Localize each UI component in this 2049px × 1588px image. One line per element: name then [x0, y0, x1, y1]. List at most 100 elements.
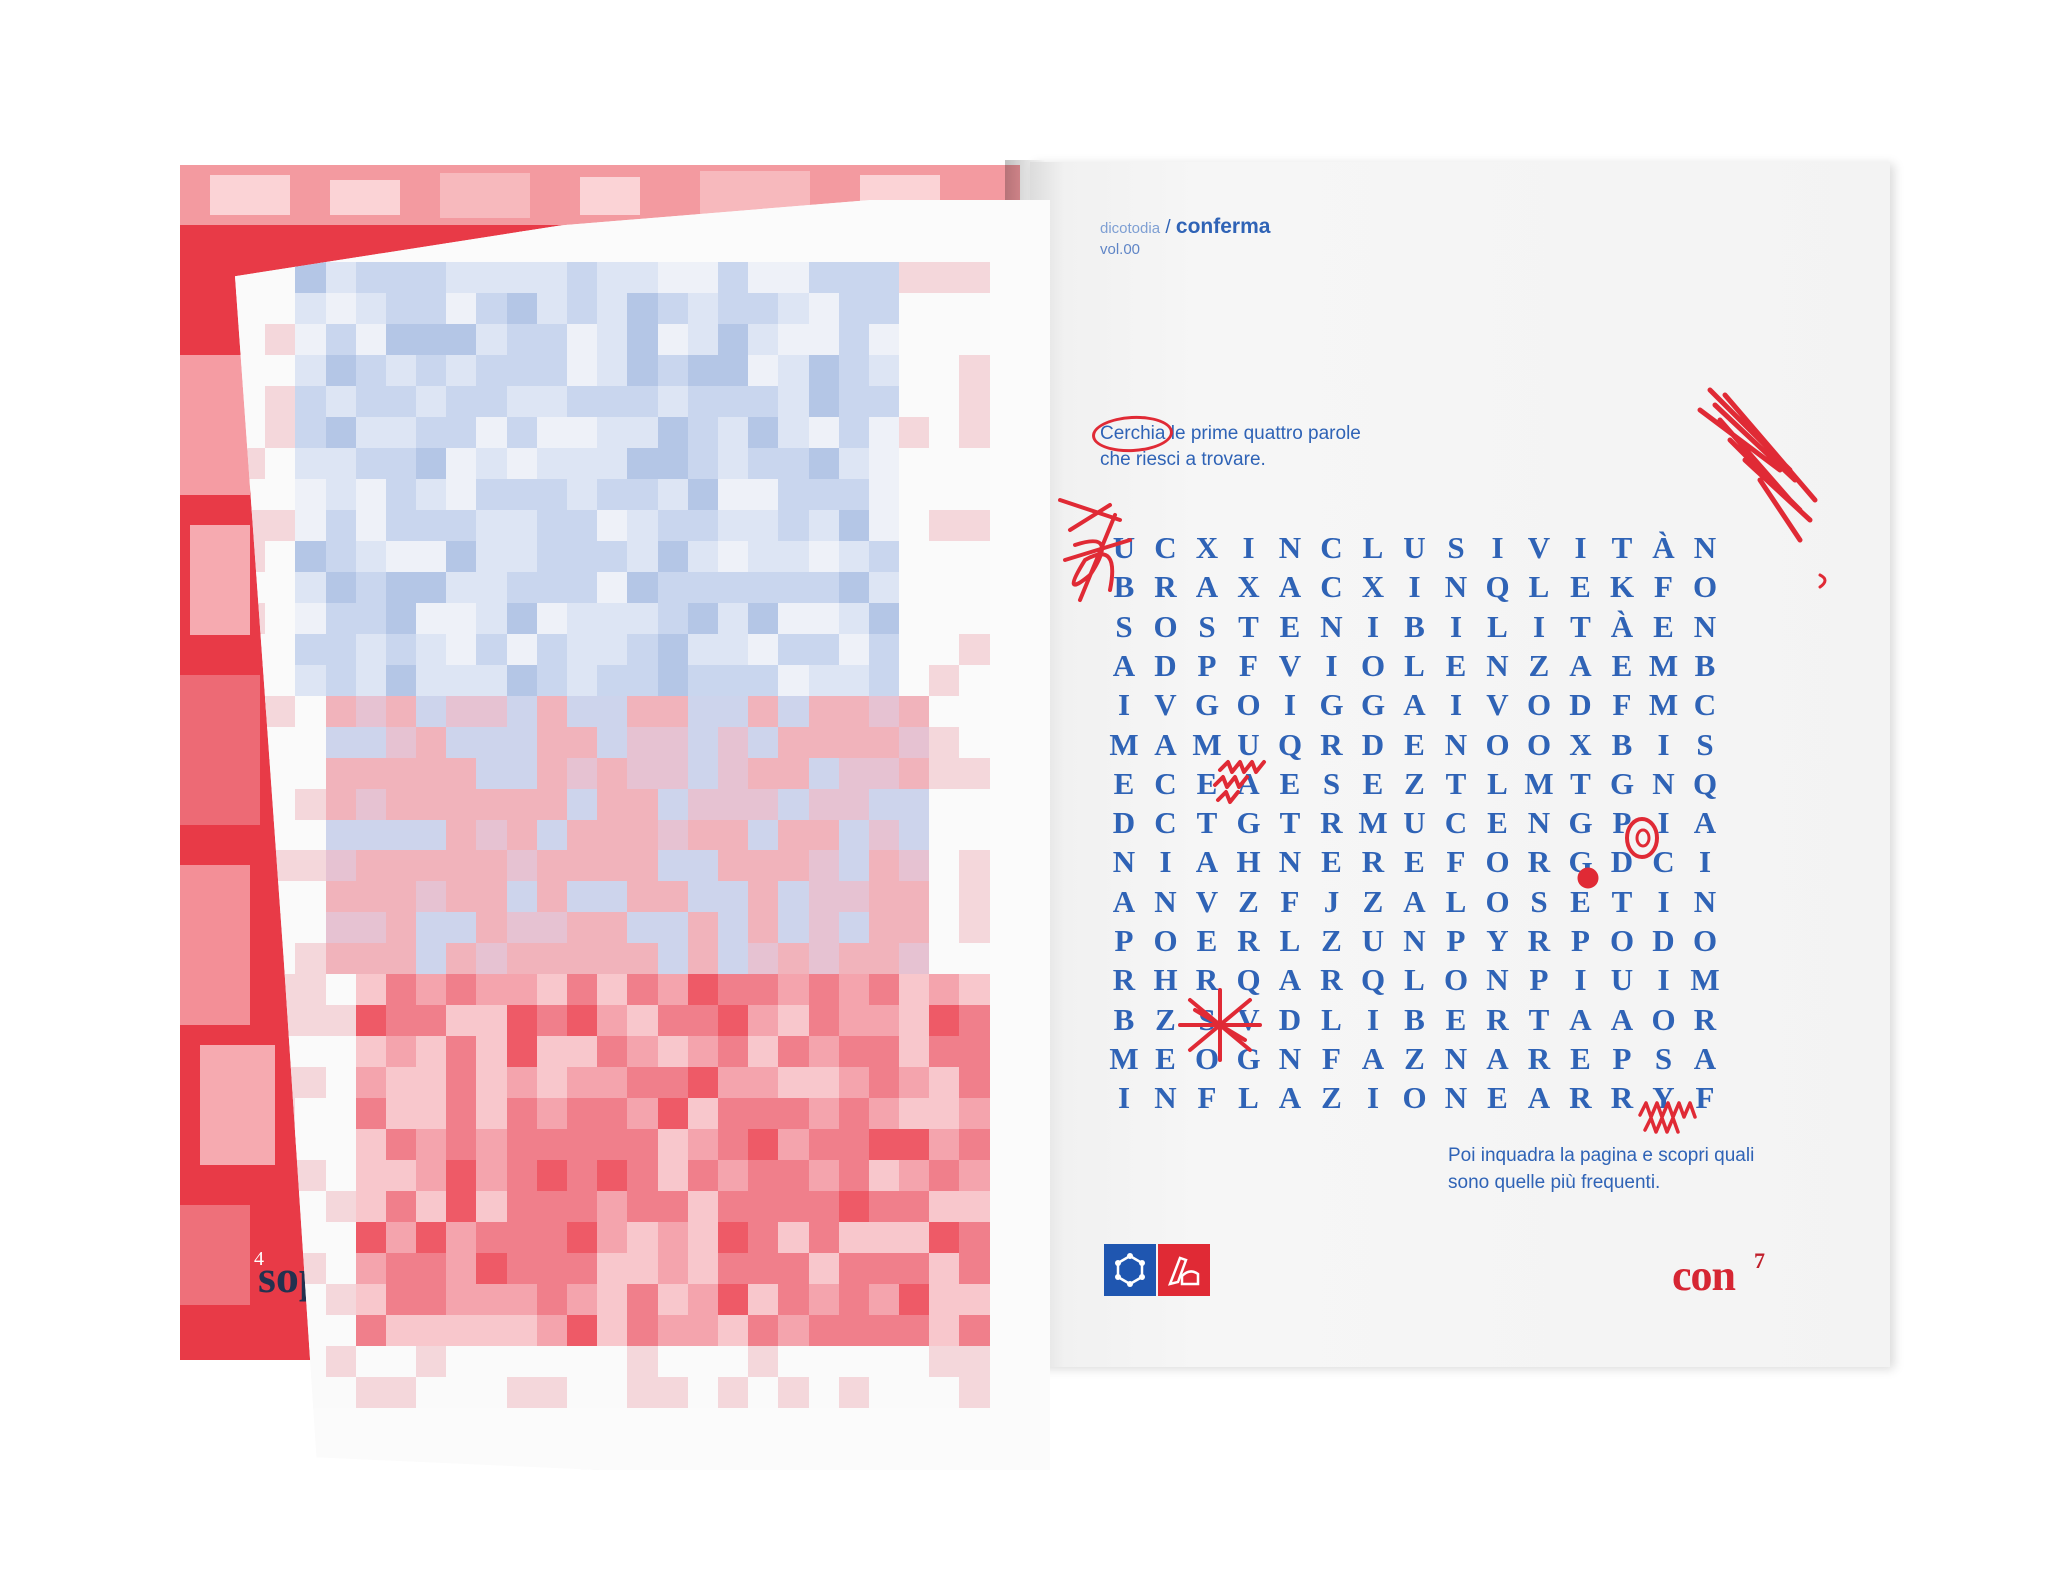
- word-search-letter[interactable]: S: [1198, 608, 1216, 644]
- word-search-letter[interactable]: A: [1195, 844, 1219, 880]
- word-search-letter[interactable]: F: [1446, 844, 1466, 880]
- word-search-letter[interactable]: N: [1278, 530, 1302, 565]
- word-search-letter[interactable]: F: [1280, 883, 1300, 919]
- word-search-letter[interactable]: I: [1283, 687, 1297, 723]
- word-search-letter[interactable]: C: [1154, 805, 1177, 841]
- word-search-letter[interactable]: M: [1109, 726, 1139, 762]
- word-search-letter[interactable]: B: [1404, 1001, 1425, 1037]
- word-search-letter[interactable]: I: [1532, 608, 1546, 644]
- word-search-letter[interactable]: I: [1366, 1080, 1380, 1116]
- word-search-letter[interactable]: A: [1112, 883, 1136, 919]
- word-search-letter[interactable]: L: [1321, 1001, 1342, 1037]
- word-search-letter[interactable]: O: [1692, 923, 1718, 958]
- word-search-letter[interactable]: O: [1485, 883, 1510, 919]
- word-search-letter[interactable]: N: [1154, 1080, 1177, 1116]
- word-search-letter[interactable]: D: [1652, 923, 1675, 958]
- word-search-letter[interactable]: N: [1444, 1080, 1468, 1116]
- word-search-letter[interactable]: A: [1693, 1040, 1717, 1076]
- word-search-letter[interactable]: T: [1570, 765, 1591, 801]
- word-search-letter[interactable]: A: [1569, 1001, 1592, 1037]
- word-search-letter[interactable]: T: [1611, 883, 1633, 919]
- word-search-letter[interactable]: O: [1153, 923, 1178, 958]
- word-search-letter[interactable]: O: [1651, 1001, 1676, 1037]
- word-search-letter[interactable]: R: [1112, 962, 1136, 998]
- word-search-letter[interactable]: G: [1236, 805, 1261, 841]
- word-search-letter[interactable]: R: [1361, 844, 1385, 880]
- word-search-letter[interactable]: C: [1320, 530, 1343, 565]
- word-search-letter[interactable]: E: [1653, 608, 1674, 644]
- word-search-letter[interactable]: O: [1485, 726, 1510, 762]
- word-search-letter[interactable]: L: [1528, 569, 1550, 605]
- word-search-letter[interactable]: O: [1609, 923, 1635, 958]
- word-search-letter[interactable]: Z: [1155, 1001, 1176, 1037]
- word-search-letter[interactable]: R: [1486, 1001, 1509, 1037]
- word-search-letter[interactable]: F: [1654, 569, 1673, 605]
- word-search-letter[interactable]: R: [1527, 923, 1551, 958]
- word-search-letter[interactable]: R: [1320, 805, 1343, 841]
- word-search-letter[interactable]: P: [1571, 923, 1590, 958]
- word-search-letter[interactable]: H: [1236, 844, 1261, 880]
- word-search-letter[interactable]: O: [1153, 608, 1178, 644]
- word-search-letter[interactable]: V: [1278, 647, 1302, 683]
- word-search-letter[interactable]: N: [1486, 647, 1509, 683]
- word-search-letter[interactable]: A: [1195, 569, 1219, 605]
- word-search-letter[interactable]: A: [1237, 765, 1260, 801]
- word-search-letter[interactable]: A: [1569, 647, 1592, 683]
- word-search-letter[interactable]: K: [1609, 569, 1635, 605]
- word-search-letter[interactable]: Q: [1236, 962, 1261, 998]
- word-search-letter[interactable]: T: [1611, 530, 1633, 565]
- word-search-letter[interactable]: C: [1652, 844, 1675, 880]
- word-search-letter[interactable]: O: [1443, 962, 1469, 998]
- word-search-letter[interactable]: E: [1279, 608, 1301, 644]
- word-search-letter[interactable]: L: [1362, 530, 1384, 565]
- word-search-letter[interactable]: V: [1237, 1001, 1260, 1037]
- word-search-letter[interactable]: Q: [1485, 569, 1510, 605]
- word-search-letter[interactable]: A: [1361, 1040, 1385, 1076]
- word-search-letter[interactable]: T: [1570, 608, 1591, 644]
- word-search-letter[interactable]: N: [1693, 608, 1717, 644]
- word-search-letter[interactable]: I: [1657, 883, 1670, 919]
- word-search-letter[interactable]: D: [1569, 687, 1592, 723]
- word-search-letter[interactable]: D: [1112, 805, 1136, 841]
- word-search-letter[interactable]: I: [1449, 608, 1463, 644]
- word-search-letter[interactable]: S: [1198, 1001, 1216, 1037]
- word-search-letter[interactable]: O: [1236, 687, 1261, 723]
- word-search-letter[interactable]: R: [1237, 923, 1260, 958]
- word-search-letter[interactable]: S: [1115, 608, 1133, 644]
- word-search-letter[interactable]: T: [1445, 765, 1467, 801]
- word-search-letter[interactable]: P: [1197, 647, 1217, 683]
- word-search-letter[interactable]: G: [1194, 687, 1220, 723]
- word-search-letter[interactable]: E: [1279, 765, 1301, 801]
- word-search-letter[interactable]: A: [1403, 687, 1426, 723]
- word-search-letter[interactable]: I: [1366, 608, 1380, 644]
- word-search-letter[interactable]: U: [1237, 726, 1260, 762]
- word-search-letter[interactable]: I: [1117, 687, 1131, 723]
- word-search-letter[interactable]: P: [1612, 1040, 1632, 1076]
- word-search-letter[interactable]: I: [1366, 1001, 1380, 1037]
- word-search-letter[interactable]: T: [1238, 608, 1259, 644]
- word-search-letter[interactable]: L: [1487, 608, 1508, 644]
- word-search-letter[interactable]: T: [1279, 805, 1301, 841]
- word-search-letter[interactable]: V: [1527, 530, 1551, 565]
- word-search-letter[interactable]: U: [1361, 923, 1385, 958]
- word-search-letter[interactable]: N: [1444, 569, 1468, 605]
- word-search-letter[interactable]: A: [1278, 1080, 1302, 1116]
- word-search-letter[interactable]: N: [1278, 844, 1302, 880]
- word-search-letter[interactable]: E: [1611, 647, 1633, 683]
- word-search-letter[interactable]: E: [1196, 923, 1218, 958]
- word-search-letter[interactable]: Z: [1321, 923, 1342, 958]
- word-search-letter[interactable]: Z: [1404, 1040, 1425, 1076]
- word-search-letter[interactable]: B: [1113, 1001, 1135, 1037]
- word-search-letter[interactable]: A: [1112, 647, 1136, 683]
- word-search-letter[interactable]: L: [1487, 765, 1508, 801]
- word-search-letter[interactable]: E: [1487, 1080, 1508, 1116]
- word-search-letter[interactable]: N: [1527, 805, 1551, 841]
- word-search-letter[interactable]: N: [1278, 1040, 1302, 1076]
- word-search-letter[interactable]: F: [1695, 1080, 1715, 1116]
- word-search-letter[interactable]: C: [1154, 765, 1177, 801]
- word-search-letter[interactable]: R: [1569, 1080, 1592, 1116]
- word-search-letter[interactable]: Q: [1277, 726, 1303, 762]
- word-search-letter[interactable]: E: [1155, 1040, 1176, 1076]
- word-search-letter[interactable]: F: [1197, 1080, 1217, 1116]
- word-search-letter[interactable]: R: [1154, 569, 1177, 605]
